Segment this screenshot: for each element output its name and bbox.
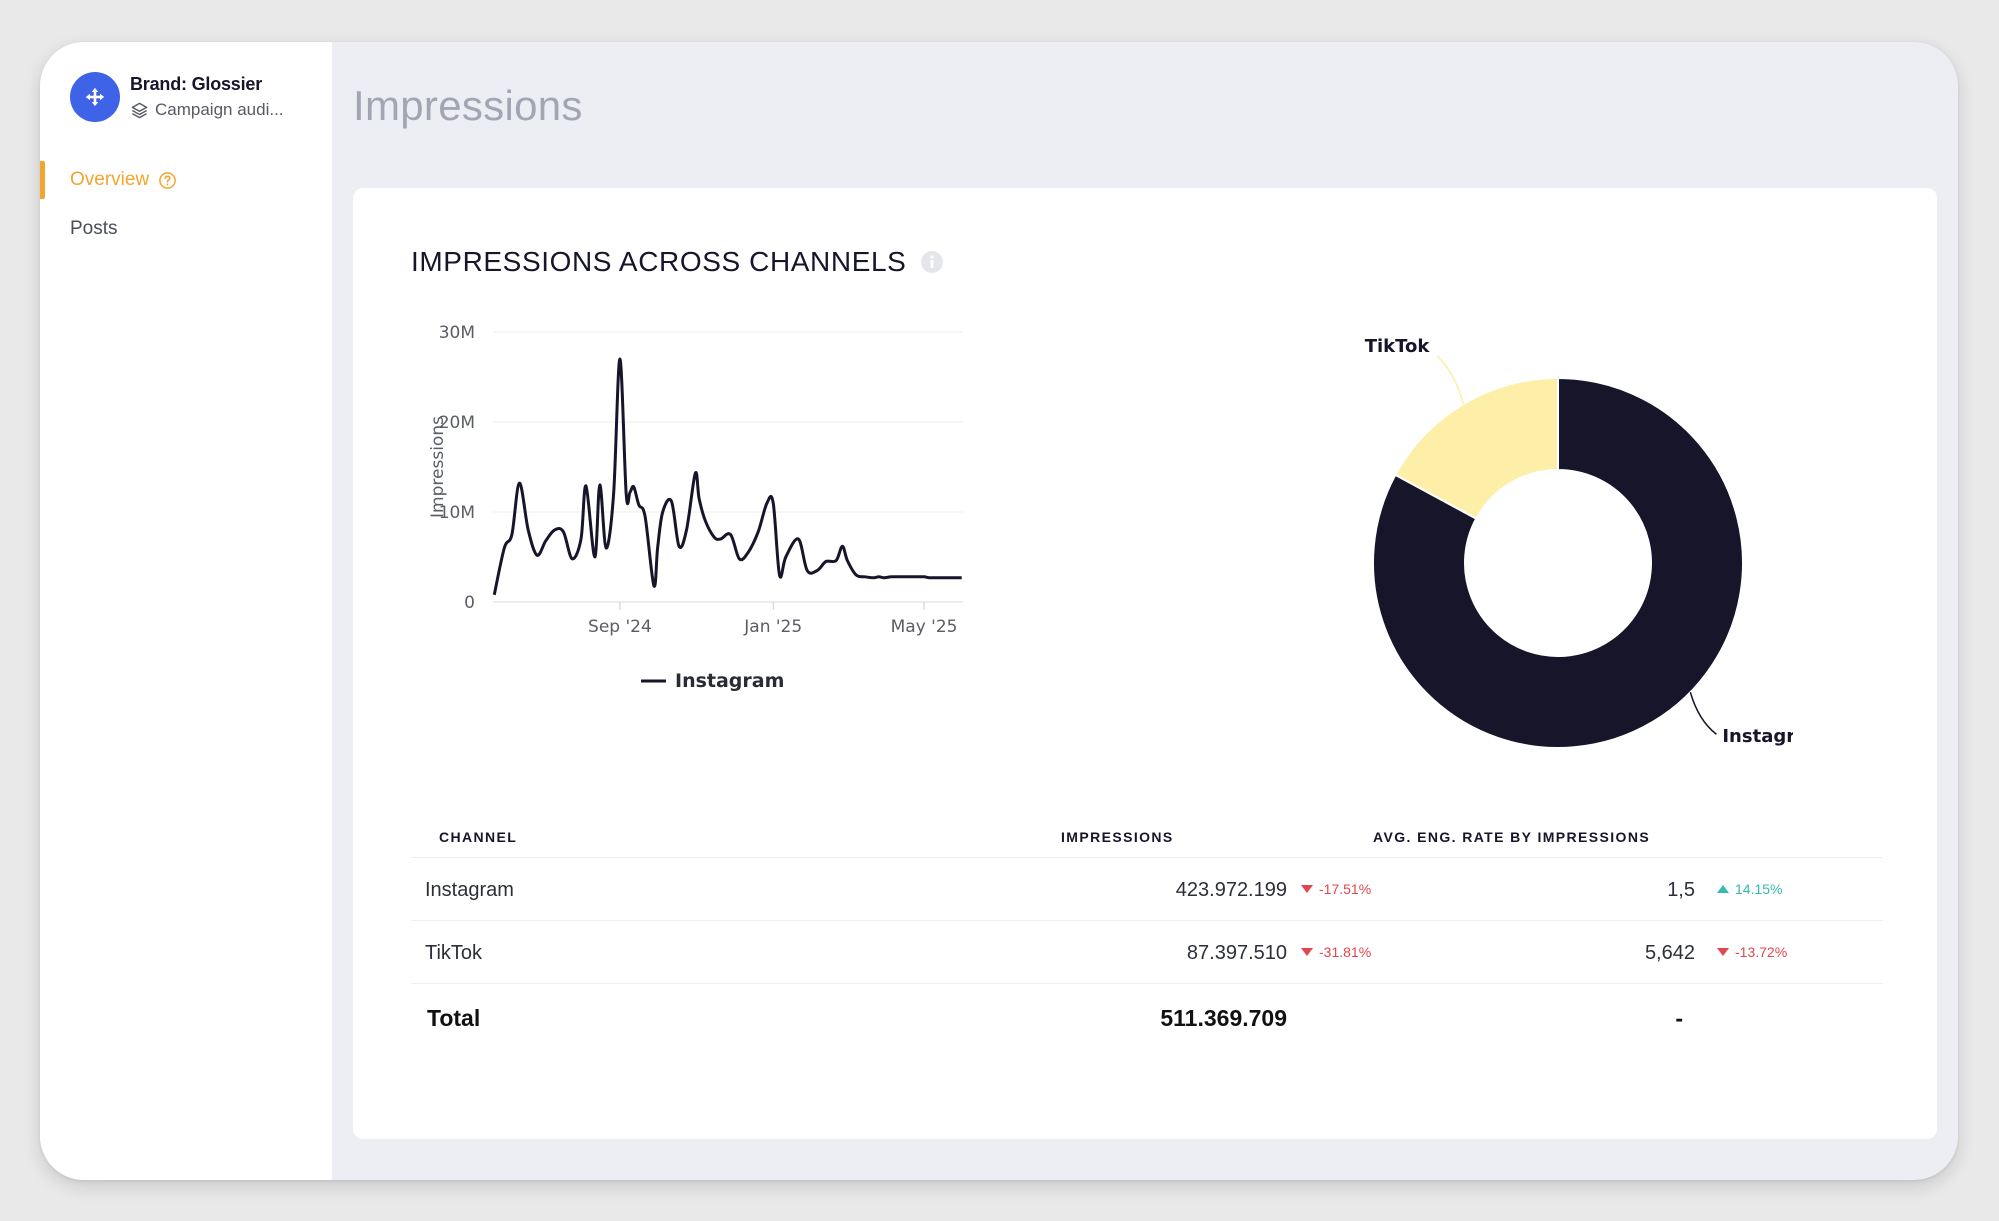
x-tick-label: May '25 <box>891 617 958 637</box>
header-channel[interactable]: CHANNEL <box>439 829 518 845</box>
page-title: Impressions <box>353 82 583 129</box>
caret-down-icon <box>1717 948 1729 956</box>
impressions-donut-chart: Instagram TikTok <box>1365 336 1793 749</box>
eng-rate-delta: -13.72% <box>1717 944 1787 960</box>
label-connector <box>1689 692 1717 735</box>
impressions-value: 87.397.510 <box>1186 942 1287 964</box>
instagram-series-line <box>492 357 962 596</box>
total-label: Total <box>427 1005 481 1031</box>
y-tick-label: 30M <box>439 323 475 343</box>
nav-posts-label: Posts <box>70 218 118 239</box>
caret-down-icon <box>1301 885 1313 893</box>
donut-label-tiktok: TikTok <box>1365 336 1431 357</box>
campaign-name: Campaign audi... <box>155 100 284 119</box>
info-icon[interactable] <box>920 250 944 274</box>
donut-label-instagram: Instagram <box>1722 726 1793 747</box>
caret-down-icon <box>1301 948 1313 956</box>
y-tick-label: 10M <box>439 503 475 523</box>
y-axis-label: Impressions <box>428 416 448 518</box>
help-circle-icon[interactable] <box>158 171 177 190</box>
total-impressions: 511.369.709 <box>1160 1005 1287 1031</box>
donut-slice-instagram <box>1372 376 1744 749</box>
eng-rate-value: 5,642 <box>1644 942 1695 964</box>
card-title: IMPRESSIONS ACROSS CHANNELS <box>411 246 907 277</box>
label-connector <box>1436 355 1465 405</box>
nav-overview-label: Overview <box>70 169 150 190</box>
channel-table: CHANNEL IMPRESSIONS AVG. ENG. RATE BY IM… <box>411 818 1883 1054</box>
donut-slice-tiktok <box>1394 376 1559 521</box>
x-tick-label: Sep '24 <box>588 617 652 637</box>
nav-overview[interactable]: Overview <box>40 161 332 199</box>
channel-name: TikTok <box>425 942 483 964</box>
nav-posts[interactable]: Posts <box>40 210 332 248</box>
impressions-card: IMPRESSIONS ACROSS CHANNELS 0 10M 20M 30M Se… <box>353 188 1937 1139</box>
impressions-cell: 87.397.510 <box>1187 942 1287 965</box>
y-tick-label: 0 <box>464 593 475 613</box>
brand-avatar <box>70 72 120 122</box>
brand-switcher[interactable]: Brand: Glossier Campaign audi... <box>70 72 284 122</box>
table-total-row: Total 511.369.709 - <box>411 984 1883 1054</box>
move-arrows-icon <box>85 87 105 107</box>
table-row: TikTok 87.397.510 -31.81% 5,642 -13.72% <box>411 921 1883 984</box>
impressions-value: 423.972.199 <box>1175 879 1287 901</box>
app-window: Brand: Glossier Campaign audi... Overvie… <box>40 42 1958 1180</box>
impressions-line-chart: 0 10M 20M 30M Sep '24 Jan '25 May '25 Impressio… <box>428 323 963 692</box>
channel-name: Instagram <box>425 879 514 901</box>
total-eng-rate: - <box>1675 1005 1683 1031</box>
caret-up-icon <box>1717 885 1729 893</box>
legend-label: Instagram <box>675 670 784 692</box>
sidebar: Brand: Glossier Campaign audi... Overvie… <box>40 42 332 1180</box>
table-header: CHANNEL IMPRESSIONS AVG. ENG. RATE BY IM… <box>411 818 1883 858</box>
brand-name: Brand: Glossier <box>130 74 263 94</box>
x-tick-label: Jan '25 <box>743 617 802 637</box>
impressions-cell: 423.972.199 <box>1176 879 1287 902</box>
impressions-delta: -17.51% <box>1301 881 1371 897</box>
eng-rate-value: 1,5 <box>1667 879 1695 901</box>
y-tick-label: 20M <box>439 413 475 433</box>
header-impressions[interactable]: IMPRESSIONS <box>1061 829 1174 845</box>
table-row: Instagram 423.972.199 -17.51% 1,5 14.15% <box>411 858 1883 921</box>
layers-icon <box>131 102 148 118</box>
header-avg-eng-rate[interactable]: AVG. ENG. RATE BY IMPRESSIONS <box>1373 829 1651 845</box>
impressions-delta: -31.81% <box>1301 944 1371 960</box>
eng-rate-delta: 14.15% <box>1717 881 1782 897</box>
